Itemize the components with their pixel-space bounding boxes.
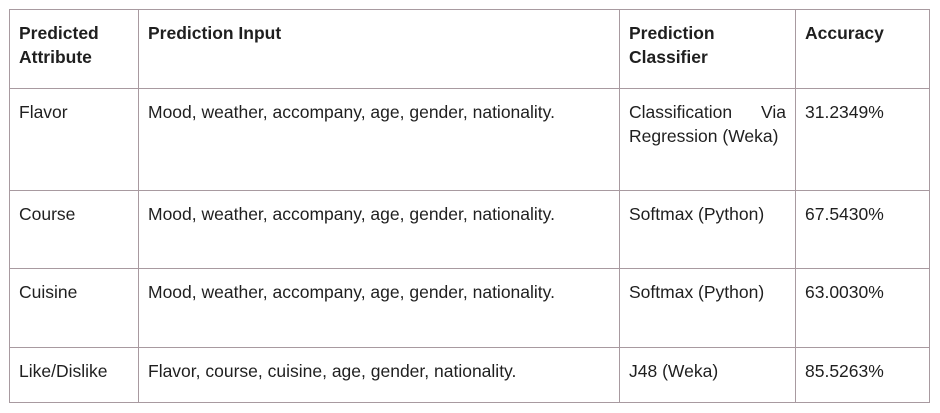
header-prediction-input: Prediction Input xyxy=(138,9,620,89)
cell-attribute: Course xyxy=(9,190,139,269)
cell-classifier: Softmax (Python) xyxy=(619,268,796,348)
cell-attribute: Flavor xyxy=(9,88,139,191)
prediction-results-table: Predicted Attribute Prediction Input Pre… xyxy=(9,9,930,403)
cell-accuracy: 85.5263% xyxy=(795,347,930,403)
cell-input: Mood, weather, accompany, age, gender, n… xyxy=(138,268,620,348)
cell-accuracy: 67.5430% xyxy=(795,190,930,269)
cell-classifier: Classification Via Regression (Weka) xyxy=(619,88,796,191)
header-predicted-attribute: Predicted Attribute xyxy=(9,9,139,89)
cell-accuracy: 63.0030% xyxy=(795,268,930,348)
cell-accuracy: 31.2349% xyxy=(795,88,930,191)
cell-input: Mood, weather, accompany, age, gender, n… xyxy=(138,88,620,191)
cell-attribute: Like/Dislike xyxy=(9,347,139,403)
table-row: Course Mood, weather, accompany, age, ge… xyxy=(9,190,930,269)
cell-classifier: J48 (Weka) xyxy=(619,347,796,403)
table-header-row: Predicted Attribute Prediction Input Pre… xyxy=(9,9,930,89)
table-row: Flavor Mood, weather, accompany, age, ge… xyxy=(9,88,930,191)
cell-input: Flavor, course, cuisine, age, gender, na… xyxy=(138,347,620,403)
table-row: Cuisine Mood, weather, accompany, age, g… xyxy=(9,268,930,348)
cell-input: Mood, weather, accompany, age, gender, n… xyxy=(138,190,620,269)
header-prediction-classifier: Prediction Classifier xyxy=(619,9,796,89)
cell-attribute: Cuisine xyxy=(9,268,139,348)
table-row: Like/Dislike Flavor, course, cuisine, ag… xyxy=(9,347,930,403)
header-accuracy: Accuracy xyxy=(795,9,930,89)
cell-classifier: Softmax (Python) xyxy=(619,190,796,269)
